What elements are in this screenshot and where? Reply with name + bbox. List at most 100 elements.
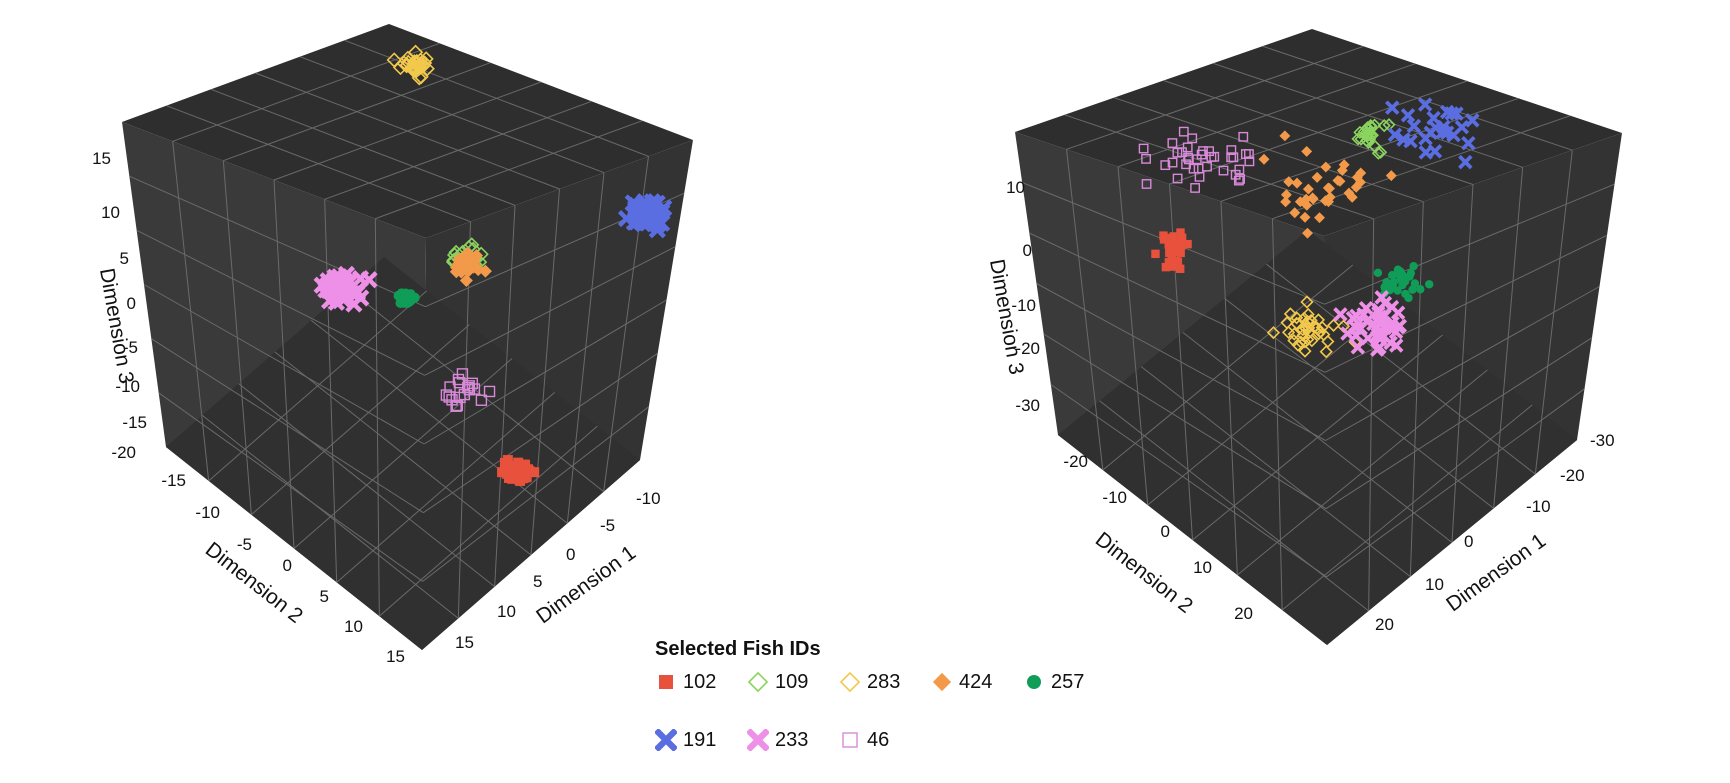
data-point xyxy=(1301,307,1315,322)
y-tick-label: 10 xyxy=(1193,558,1212,577)
data-point xyxy=(1319,195,1331,207)
x-tick-label: 0 xyxy=(566,545,575,564)
z-tick-label: -5 xyxy=(123,338,138,357)
data-point xyxy=(1417,97,1433,112)
data-point xyxy=(1333,307,1348,322)
x-tick-label: 10 xyxy=(1425,575,1444,594)
legend-marker-icon xyxy=(842,732,858,748)
data-point xyxy=(1350,181,1362,193)
legend-marker xyxy=(932,672,952,692)
z-tick-label: 15 xyxy=(92,149,111,168)
data-point xyxy=(499,457,510,468)
legend-marker xyxy=(747,671,769,693)
series-283 xyxy=(386,44,435,86)
data-point xyxy=(1307,192,1319,204)
legend-marker xyxy=(1027,675,1041,689)
data-point xyxy=(1280,189,1292,201)
data-point xyxy=(1423,125,1438,140)
legend-label: 191 xyxy=(683,728,717,751)
data-point xyxy=(341,273,359,291)
legend-marker xyxy=(842,732,858,748)
plot-2: -30 -20 -10 0 10 -20 -10 0 10 20 -30 -20 -10 0 10 20 Dim… xyxy=(985,29,1622,645)
data-point xyxy=(1164,257,1174,267)
y-tick-label: 0 xyxy=(1161,522,1170,541)
y-tick-label: 20 xyxy=(1234,604,1253,623)
data-point xyxy=(1319,345,1333,359)
data-point xyxy=(1400,108,1416,123)
data-point xyxy=(1393,286,1402,295)
data-point xyxy=(1382,278,1391,287)
data-points xyxy=(1138,97,1480,359)
data-point xyxy=(1280,196,1292,208)
data-point xyxy=(1299,211,1311,223)
data-point xyxy=(529,467,540,478)
data-point xyxy=(1377,119,1391,133)
data-point xyxy=(1287,327,1301,341)
data-point xyxy=(1343,187,1355,199)
data-point xyxy=(459,274,473,288)
data-point xyxy=(1188,163,1199,174)
data-point xyxy=(1177,233,1187,242)
data-point xyxy=(1418,145,1434,160)
y-tick-label: 10 xyxy=(344,617,363,636)
data-point xyxy=(1458,154,1473,170)
data-point xyxy=(1385,100,1400,115)
data-point xyxy=(1177,147,1187,158)
data-points xyxy=(313,44,673,486)
z-tick-label: -30 xyxy=(1015,396,1040,415)
data-point xyxy=(1364,119,1378,133)
legend-marker xyxy=(655,729,677,751)
y-tick-label: 0 xyxy=(283,556,292,575)
data-point xyxy=(1371,302,1386,318)
legend-item-109: 109 xyxy=(747,670,839,694)
data-point xyxy=(1355,167,1367,179)
data-point xyxy=(1194,171,1205,182)
data-point xyxy=(1209,151,1220,162)
data-point xyxy=(1218,165,1229,176)
series-191 xyxy=(1385,97,1480,170)
data-point xyxy=(1454,119,1470,135)
data-point xyxy=(330,280,349,298)
data-point xyxy=(1167,244,1176,254)
data-point xyxy=(444,381,456,393)
data-point xyxy=(1367,118,1382,132)
series-46 xyxy=(440,368,496,412)
data-point xyxy=(1141,179,1152,189)
gridline xyxy=(422,406,650,582)
plot-1: -20 -15 -10 -5 0 5 10 15 -15 -10 -5 0 5 10 15 -10 -5 0 5 10… xyxy=(92,24,693,666)
data-point xyxy=(1287,333,1301,348)
data-point xyxy=(1233,175,1244,186)
data-point xyxy=(1280,316,1294,330)
data-point xyxy=(1187,133,1198,144)
data-point xyxy=(509,466,520,477)
series-283 xyxy=(1266,295,1362,359)
data-point xyxy=(1228,152,1239,163)
series-102 xyxy=(497,455,540,486)
data-point xyxy=(1301,199,1313,211)
legend-item-191: 191 xyxy=(655,728,747,752)
data-point xyxy=(1388,270,1397,280)
y-tick-label: -5 xyxy=(237,535,252,554)
legend-label: 233 xyxy=(775,728,809,751)
data-point xyxy=(1461,135,1476,151)
data-point xyxy=(1350,340,1366,355)
x-axis-label: Dimension 1 xyxy=(532,541,640,628)
data-point xyxy=(1332,174,1344,186)
data-point xyxy=(1138,143,1149,154)
data-point xyxy=(1336,164,1348,176)
legend-marker-icon xyxy=(1027,675,1041,689)
x-tick-label: -5 xyxy=(600,516,615,535)
series-257 xyxy=(393,288,420,309)
z-tick-label: 0 xyxy=(127,294,136,313)
y-tick-label: -10 xyxy=(195,503,220,522)
x-tick-label: 0 xyxy=(1464,532,1473,551)
data-point xyxy=(503,472,514,483)
legend-item-46: 46 xyxy=(839,728,931,752)
data-point xyxy=(386,52,402,68)
data-point xyxy=(1238,131,1249,142)
gridline xyxy=(347,288,604,493)
data-point xyxy=(1190,183,1201,193)
data-point xyxy=(1291,177,1303,189)
y-tick-label: 15 xyxy=(386,647,405,666)
x-axis-label: Dimension 1 xyxy=(1442,529,1550,616)
